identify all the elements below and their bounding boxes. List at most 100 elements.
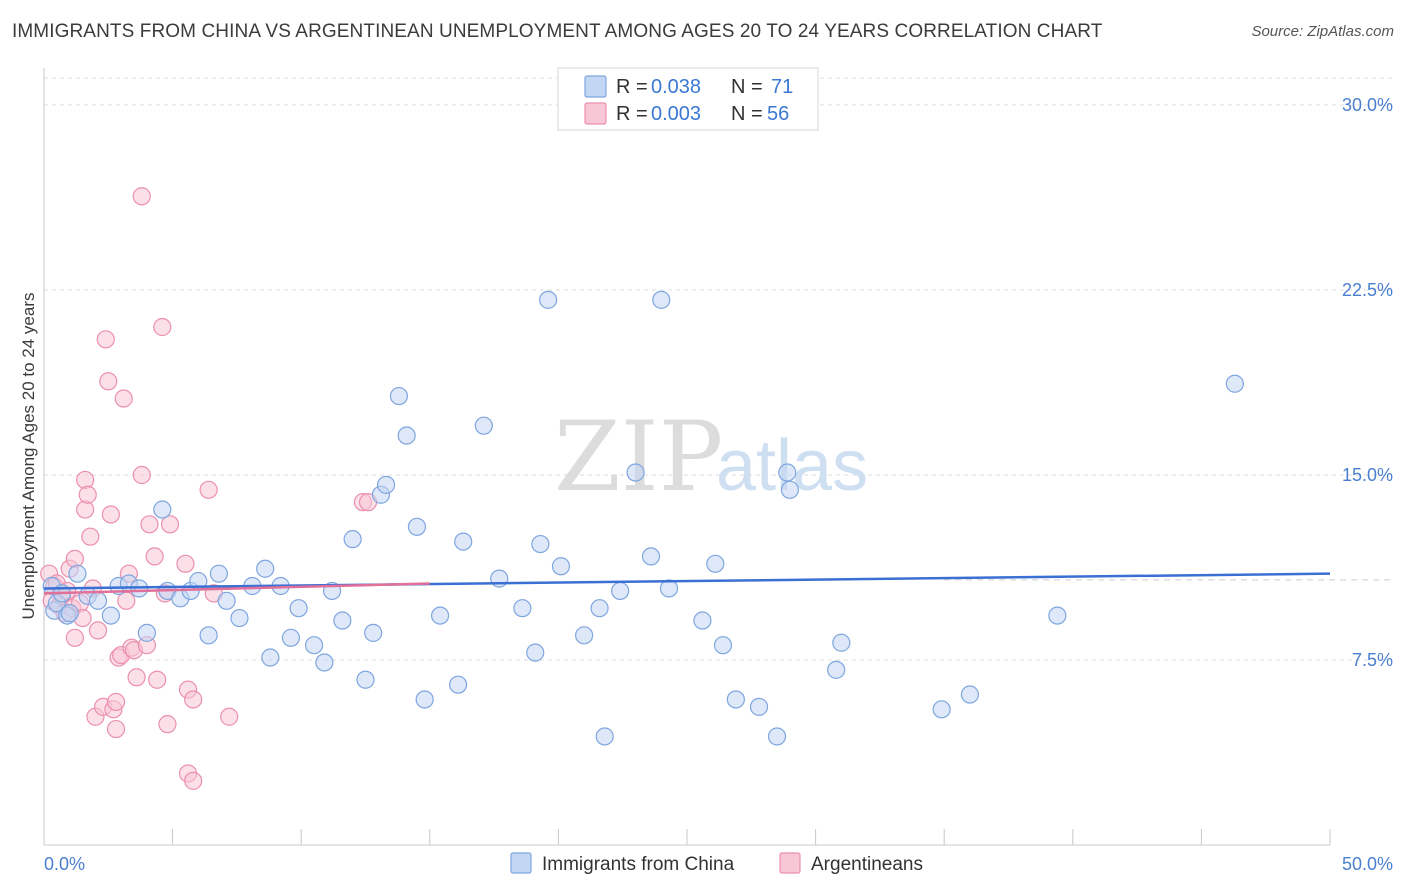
series-legend: Immigrants from China Argentineans bbox=[510, 852, 923, 875]
legend-r-label-china: R = bbox=[616, 76, 648, 98]
china-point bbox=[137, 623, 156, 642]
china-point bbox=[932, 700, 951, 719]
china-point bbox=[289, 599, 308, 618]
china-point bbox=[454, 532, 473, 551]
legend-n-label-arg: N = bbox=[731, 103, 763, 125]
china-point bbox=[256, 559, 275, 578]
watermark-zip: ZIP bbox=[554, 401, 723, 513]
argentineans-point bbox=[132, 465, 151, 485]
china-point bbox=[490, 569, 509, 588]
argentineans-point bbox=[153, 317, 172, 337]
china-point bbox=[376, 475, 396, 494]
argentineans-point bbox=[184, 690, 203, 709]
china-point bbox=[526, 643, 545, 662]
china-point bbox=[778, 463, 797, 482]
x-axis-ticks bbox=[172, 829, 1331, 845]
argentineans-point bbox=[65, 628, 84, 647]
argentineans-point bbox=[220, 707, 239, 726]
china-point bbox=[407, 517, 427, 536]
china-point bbox=[60, 604, 79, 623]
argentineans-point bbox=[65, 549, 84, 568]
china-point bbox=[1225, 374, 1244, 393]
china-point bbox=[832, 633, 851, 652]
argentineans-point bbox=[140, 515, 159, 534]
china-point bbox=[713, 636, 733, 655]
argentineans-point bbox=[145, 547, 164, 566]
china-point bbox=[611, 581, 630, 601]
china-point bbox=[364, 623, 383, 642]
china-point bbox=[539, 290, 558, 309]
argentineans-point bbox=[106, 692, 126, 712]
china-point bbox=[304, 636, 324, 655]
bottom-legend-swatch-china bbox=[510, 852, 532, 874]
argentineans-point bbox=[106, 719, 126, 739]
argentineans-trend-line bbox=[43, 582, 430, 595]
legend-n-value-arg: 56 bbox=[767, 103, 789, 125]
china-point bbox=[315, 653, 334, 672]
china-point bbox=[780, 480, 799, 499]
china-point bbox=[531, 534, 550, 554]
china-point bbox=[448, 675, 468, 694]
china-point bbox=[659, 579, 679, 598]
argentineans-point bbox=[158, 715, 177, 734]
china-point bbox=[474, 416, 493, 435]
argentineans-point bbox=[160, 515, 180, 534]
legend-n-label-china: N = bbox=[731, 76, 763, 98]
argentineans-point bbox=[127, 668, 146, 687]
china-point bbox=[590, 599, 609, 618]
china-point bbox=[333, 611, 352, 630]
china-point bbox=[415, 690, 434, 709]
argentineans-point bbox=[132, 187, 151, 206]
china-point bbox=[209, 564, 228, 583]
bottom-legend-label-argentineans: Argentineans bbox=[811, 854, 923, 875]
china-point bbox=[397, 426, 416, 445]
argentineans-point bbox=[88, 621, 108, 640]
china-point bbox=[261, 648, 280, 667]
y-tick-label: 30.0% bbox=[1342, 95, 1393, 115]
china-point bbox=[652, 290, 671, 309]
argentineans-point bbox=[76, 470, 95, 490]
legend-r-label-arg: R = bbox=[616, 103, 648, 125]
legend-swatch-china bbox=[584, 75, 607, 98]
argentineans-point bbox=[148, 670, 167, 689]
china-point bbox=[153, 500, 172, 519]
argentineans-point bbox=[101, 505, 120, 524]
china-point bbox=[389, 386, 409, 406]
china-point bbox=[217, 591, 236, 610]
china-point bbox=[551, 557, 571, 576]
china-point bbox=[641, 547, 661, 566]
china-point bbox=[230, 608, 249, 628]
legend-r-value-arg: 0.003 bbox=[651, 103, 701, 125]
y-tick-label: 15.0% bbox=[1342, 465, 1393, 485]
argentineans-point bbox=[76, 500, 95, 519]
china-point bbox=[281, 628, 301, 647]
china-point bbox=[827, 660, 846, 679]
china-point bbox=[626, 463, 645, 482]
trend-lines bbox=[43, 572, 1393, 595]
china-point bbox=[595, 727, 614, 746]
watermark: ZIP atlas bbox=[554, 401, 868, 513]
x-tick-label-max: 50.0% bbox=[1342, 854, 1393, 874]
correlation-legend: R = 0.038 N = 71 R = 0.003 N = 56 bbox=[557, 67, 819, 131]
legend-swatch-argentineans bbox=[584, 102, 607, 125]
argentineans-point bbox=[184, 771, 203, 790]
china-point bbox=[430, 606, 450, 625]
argentineans-point bbox=[81, 527, 100, 546]
source-credit: Source: ZipAtlas.com bbox=[1251, 23, 1394, 40]
y-axis-label: Unemployment Among Ages 20 to 24 years bbox=[19, 293, 38, 620]
china-point bbox=[101, 606, 120, 625]
chart-title: IMMIGRANTS FROM CHINA VS ARGENTINEAN UNE… bbox=[12, 21, 1103, 42]
argentineans-points bbox=[40, 187, 378, 790]
bottom-legend-label-china: Immigrants from China bbox=[542, 854, 735, 875]
x-tick-label-min: 0.0% bbox=[44, 854, 85, 874]
argentineans-point bbox=[176, 554, 195, 573]
china-point bbox=[960, 685, 980, 704]
y-tick-labels: 7.5% 15.0% 22.5% 30.0% bbox=[1342, 95, 1393, 670]
china-point bbox=[726, 690, 745, 709]
china-points bbox=[42, 290, 1244, 746]
argentineans-point bbox=[96, 330, 115, 349]
china-point bbox=[199, 626, 218, 645]
china-trend-line bbox=[43, 572, 1331, 590]
legend-r-value-china: 0.038 bbox=[651, 76, 701, 98]
china-point bbox=[513, 599, 532, 618]
